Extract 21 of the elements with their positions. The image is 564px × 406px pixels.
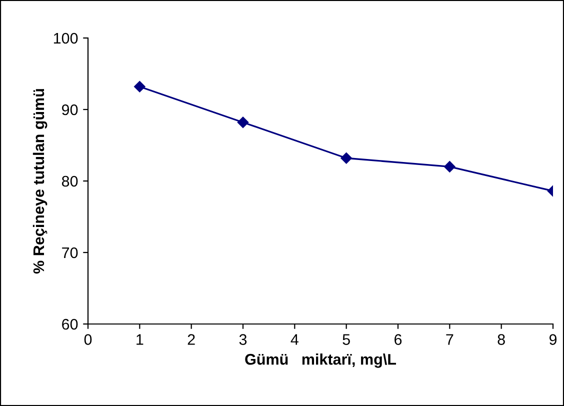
y-tick-label: 80 xyxy=(62,176,78,187)
point xyxy=(237,116,249,128)
y-tick-label: 70 xyxy=(62,247,78,258)
x-tick-label: 8 xyxy=(498,334,505,345)
x-tick-label: 9 xyxy=(549,334,557,345)
x-tick-label: 7 xyxy=(446,334,454,345)
y-axis-title: % Reçineye tutulan gümü xyxy=(32,89,48,274)
point xyxy=(340,152,352,164)
x-axis-title: Gümü miktarï, mg\L xyxy=(245,354,396,368)
point xyxy=(134,81,146,92)
x-tick-label: 2 xyxy=(188,334,195,345)
y-tick-label: 100 xyxy=(54,32,78,44)
y-tick-label: 60 xyxy=(62,318,78,330)
x-tick-label: 4 xyxy=(290,334,298,345)
x-tick-label: 6 xyxy=(394,334,402,345)
x-tick-label: 1 xyxy=(136,334,144,345)
x-tick-label: 0 xyxy=(84,334,92,345)
point xyxy=(444,161,456,172)
y-tick-label: 90 xyxy=(62,104,78,116)
x-tick-label: 3 xyxy=(239,334,247,345)
x-tick-label: 5 xyxy=(342,334,350,345)
